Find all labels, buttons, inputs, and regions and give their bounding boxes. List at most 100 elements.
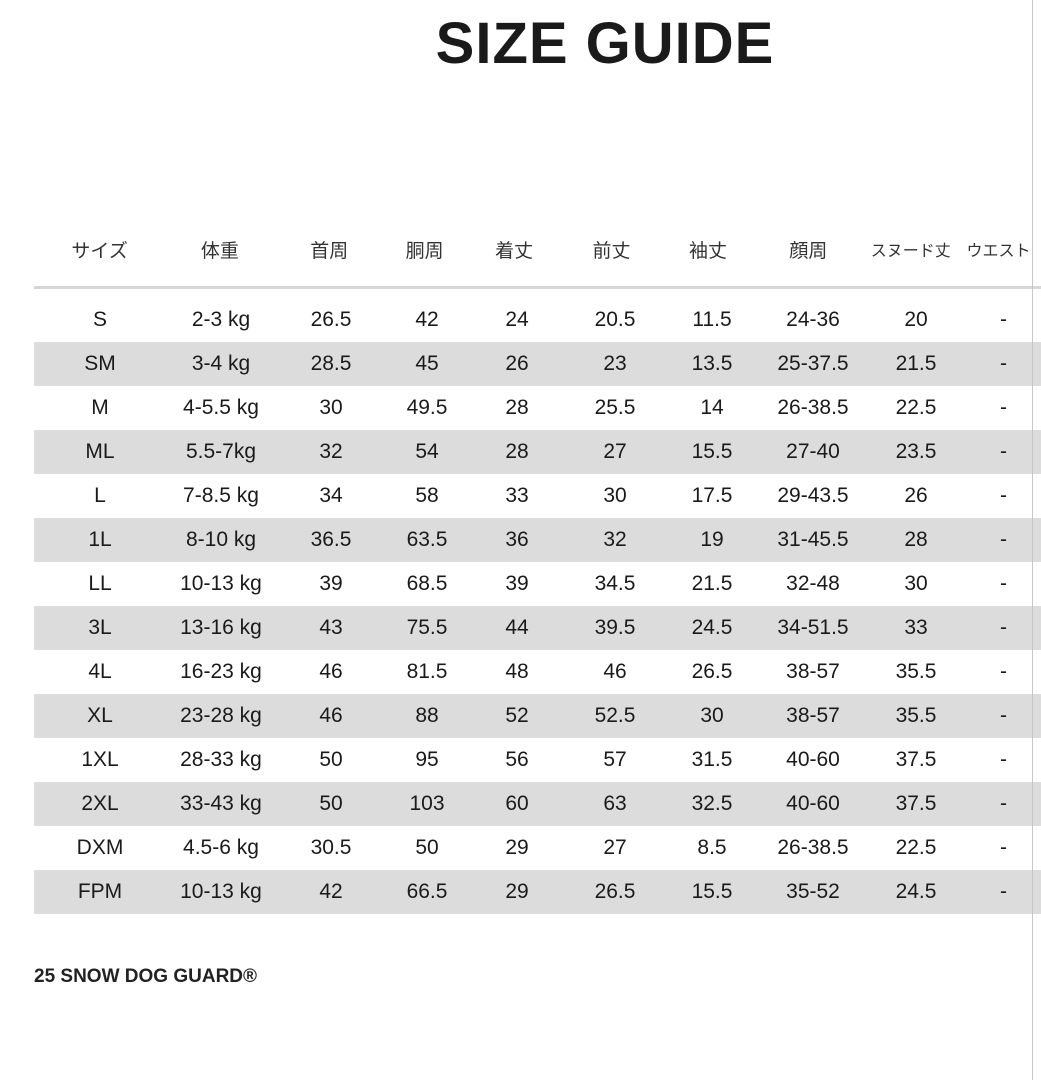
- size-label: 3L: [88, 616, 112, 639]
- table-cell: 31.5: [691, 748, 733, 771]
- size-label: XL: [87, 704, 113, 727]
- table-cell: 33-43 kg: [180, 792, 262, 815]
- table-cell: 36.5: [310, 528, 352, 551]
- table-cell: -: [1000, 396, 1007, 419]
- table-cell: 28: [505, 440, 529, 463]
- table-cell: 46: [319, 704, 343, 727]
- table-cell: 17.5: [691, 484, 733, 507]
- table-cell: -: [1000, 308, 1007, 331]
- table-cell: 58: [415, 484, 439, 507]
- table-cell: 7-8.5 kg: [183, 484, 259, 507]
- table-cell: 46: [603, 660, 627, 683]
- table-cell: 13.5: [691, 352, 733, 375]
- size-label: ML: [85, 440, 115, 463]
- table-row: 3L 13-16 kg 43 75.5 44 39.5 24.5 34-51.5 33 -: [34, 606, 1041, 650]
- size-label: M: [91, 396, 109, 419]
- table-cell: 13-16 kg: [180, 616, 262, 639]
- table-cell: 32: [603, 528, 627, 551]
- table-cell: 29: [505, 836, 529, 859]
- table-cell: 24.5: [895, 880, 937, 903]
- table-cell: 5.5-7kg: [185, 440, 257, 463]
- table-cell: 4.5-6 kg: [183, 836, 259, 859]
- table-cell: 35-52: [786, 880, 840, 903]
- table-cell: -: [1000, 704, 1007, 727]
- column-header: 首周: [310, 240, 349, 262]
- brand-footer: 25 SNOW DOG GUARD®: [34, 966, 258, 987]
- table-row: S 2-3 kg 26.5 42 24 20.5 11.5 24-36 20 -: [34, 298, 1041, 342]
- table-row: 4L 16-23 kg 46 81.5 48 46 26.5 38-57 35.5 -: [34, 650, 1041, 694]
- table-cell: 19: [700, 528, 724, 551]
- table-cell: 40-60: [786, 792, 840, 815]
- table-cell: -: [1000, 880, 1007, 903]
- table-cell: 40-60: [786, 748, 840, 771]
- table-cell: 32.5: [691, 792, 733, 815]
- table-cell: 37.5: [895, 792, 937, 815]
- table-header-row: サイズ 体重 首周 胴周 着丈 前丈 袖丈 顔周 スヌード丈 ウエスト: [34, 226, 1041, 272]
- table-cell: 66.5: [406, 880, 448, 903]
- table-cell: 50: [319, 792, 343, 815]
- table-cell: 43: [319, 616, 343, 639]
- table-cell: 25.5: [594, 396, 636, 419]
- table-row: SM 3-4 kg 28.5 45 26 23 13.5 25-37.5 21.5 -: [34, 342, 1041, 386]
- table-cell: 20.5: [594, 308, 636, 331]
- table-row: 2XL 33-43 kg 50 103 60 63 32.5 40-60 37.5 -: [34, 782, 1041, 826]
- table-cell: 63: [603, 792, 627, 815]
- table-cell: 39: [505, 572, 529, 595]
- table-cell: 26-38.5: [777, 836, 849, 859]
- table-cell: 21.5: [691, 572, 733, 595]
- column-header: 着丈: [495, 240, 534, 262]
- table-cell: 30: [603, 484, 627, 507]
- table-row: DXM 4.5-6 kg 30.5 50 29 27 8.5 26-38.5 22.5 -: [34, 826, 1041, 870]
- column-header: スヌード丈: [870, 243, 951, 260]
- table-cell: 38-57: [786, 704, 840, 727]
- table-cell: 8-10 kg: [185, 528, 257, 551]
- table-cell: -: [1000, 528, 1007, 551]
- table-cell: 24-36: [786, 308, 840, 331]
- table-cell: 28.5: [310, 352, 352, 375]
- table-cell: 2-3 kg: [191, 308, 251, 331]
- table-cell: 34.5: [594, 572, 636, 595]
- table-cell: 23: [603, 352, 627, 375]
- table-cell: -: [1000, 660, 1007, 683]
- table-cell: 42: [415, 308, 439, 331]
- table-cell: 42: [319, 880, 343, 903]
- table-cell: 26.5: [594, 880, 636, 903]
- column-header: 胴周: [405, 240, 444, 262]
- size-label: SM: [84, 352, 116, 375]
- table-cell: 15.5: [691, 880, 733, 903]
- table-cell: 36: [505, 528, 529, 551]
- table-row: ML 5.5-7kg 32 54 28 27 15.5 27-40 23.5 -: [34, 430, 1041, 474]
- table-cell: 31-45.5: [777, 528, 849, 551]
- table-cell: 52.5: [594, 704, 636, 727]
- table-cell: 10-13 kg: [180, 880, 262, 903]
- size-label: 4L: [88, 660, 112, 683]
- table-cell: 57: [603, 748, 627, 771]
- table-cell: 33: [904, 616, 928, 639]
- table-cell: 95: [415, 748, 439, 771]
- table-cell: 32-48: [786, 572, 840, 595]
- page-title: SIZE GUIDE: [435, 11, 775, 76]
- table-cell: 22.5: [895, 396, 937, 419]
- table-cell: 26.5: [691, 660, 733, 683]
- table-body: S 2-3 kg 26.5 42 24 20.5 11.5 24-36 20 - SM 3-4 kg 2…: [34, 298, 1041, 914]
- table-cell: 14: [700, 396, 724, 419]
- table-cell: 34-51.5: [777, 616, 849, 639]
- table-cell: -: [1000, 440, 1007, 463]
- table-cell: 26: [505, 352, 529, 375]
- table-cell: 8.5: [697, 836, 727, 859]
- table-cell: 22.5: [895, 836, 937, 859]
- table-cell: -: [1000, 836, 1007, 859]
- size-table: サイズ 体重 首周 胴周 着丈 前丈 袖丈 顔周 スヌード丈 ウエスト S 2-3 kg 26.5 42…: [34, 226, 1041, 914]
- column-header: 顔周: [789, 240, 828, 262]
- column-header: 袖丈: [688, 240, 727, 262]
- table-cell: -: [1000, 352, 1007, 375]
- table-cell: -: [1000, 748, 1007, 771]
- size-label: 1L: [88, 528, 112, 551]
- table-row: L 7-8.5 kg 34 58 33 30 17.5 29-43.5 26 -: [34, 474, 1041, 518]
- table-cell: 33: [505, 484, 529, 507]
- table-row: 1XL 28-33 kg 50 95 56 57 31.5 40-60 37.5 -: [34, 738, 1041, 782]
- table-cell: 49.5: [406, 396, 448, 419]
- table-cell: 88: [415, 704, 439, 727]
- table-cell: 23-28 kg: [180, 704, 262, 727]
- table-cell: 26.5: [310, 308, 352, 331]
